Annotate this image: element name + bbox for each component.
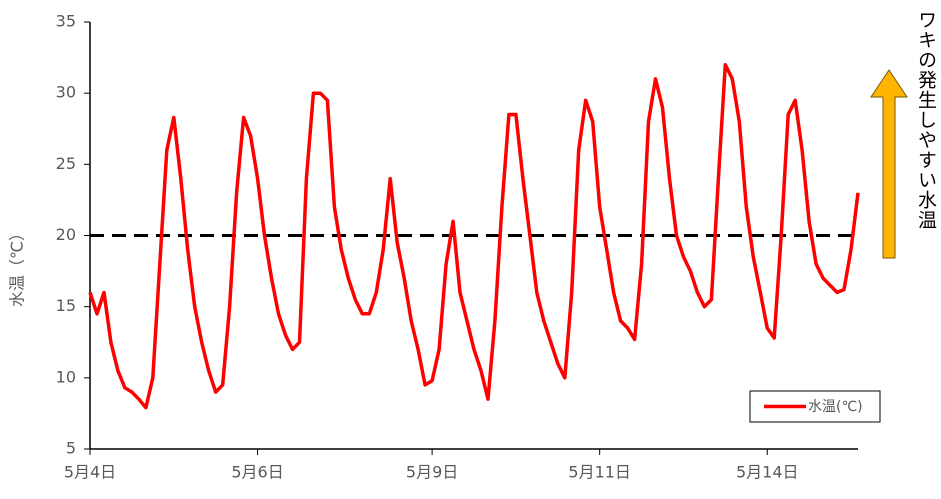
x-tick-label: 5月11日 [568, 463, 631, 482]
x-tick-label: 5月6日 [231, 463, 283, 482]
line-series [88, 62, 860, 410]
y-tick-label: 25 [56, 154, 76, 173]
y-tick-label: 15 [56, 296, 76, 315]
annotation: ワキの発生しやすい水温 [915, 10, 937, 230]
y-tick-label: 20 [56, 225, 76, 244]
x-tick-label: 5月14日 [736, 463, 799, 482]
y-tick-label: 10 [56, 367, 76, 386]
x-tick-label: 5月9日 [406, 463, 458, 482]
arrow [870, 69, 908, 259]
y-tick-label: 5 [66, 439, 76, 458]
y-tick-label: 30 [56, 83, 76, 102]
legend-label: 水温(℃) [808, 399, 863, 415]
x-tick-label: 5月4日 [64, 463, 116, 482]
y-axis-label: 水温（℃） [8, 225, 27, 307]
y-tick-label: 35 [56, 12, 76, 31]
